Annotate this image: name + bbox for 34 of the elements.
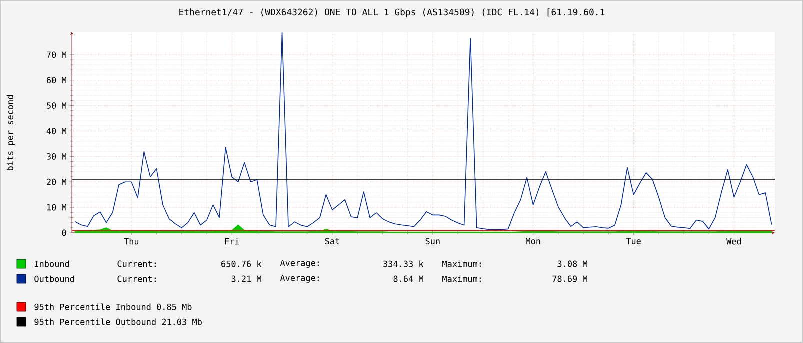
legend-label: Outbound: [34, 276, 74, 282]
line-series: [74, 32, 772, 230]
y-tick-label: 70 M: [47, 52, 66, 58]
legend-label: 95th Percentile Inbound 0.85 Mb: [34, 304, 192, 310]
x-tick-label: Sat: [325, 238, 340, 245]
text: Average:: [280, 275, 319, 283]
y-tick-label: 50 M: [47, 102, 66, 109]
chart-title: Ethernet1/47 - (WDX643262) ONE TO ALL 1 Gbps (AS134509) (IDC FL.14) [61.19.60.1: [180, 8, 605, 18]
x-tick-label: Thu: [124, 238, 139, 245]
legend-label: 95th Percentile Outbound 21.03 Mb: [34, 318, 202, 326]
text: Maximum:: [442, 260, 481, 268]
text: 78.69 M: [552, 276, 588, 282]
text: 334.33 k: [384, 260, 424, 268]
text: 3.08 M: [558, 260, 588, 268]
x-tick-label: Mon: [526, 238, 540, 244]
text: Current:: [118, 260, 156, 268]
y-tick-label: 40 M: [46, 128, 66, 134]
x-tick-label: Tue: [626, 238, 641, 244]
legend-label: Inbound: [35, 260, 70, 268]
text: Current:: [118, 276, 156, 282]
x-tick-label: Sun: [426, 238, 440, 245]
text: 650.76 k: [222, 260, 262, 268]
text: Maximum:: [442, 276, 481, 282]
y-tick-label: 10 M: [47, 204, 66, 211]
text: 8.64 M: [394, 276, 424, 282]
y-tick-label: 30 M: [47, 153, 66, 160]
text: 3.21 M: [232, 276, 262, 282]
y-tick-label: 20 M: [47, 178, 66, 186]
y-tick-label: 60 M: [47, 77, 66, 84]
x-tick-label: Fri: [225, 238, 240, 245]
text: Average:: [280, 260, 319, 268]
y-axis-title: bits per second: [6, 96, 16, 170]
x-tick-label: Wed: [726, 238, 742, 245]
y-tick-label: 0: [62, 230, 66, 236]
